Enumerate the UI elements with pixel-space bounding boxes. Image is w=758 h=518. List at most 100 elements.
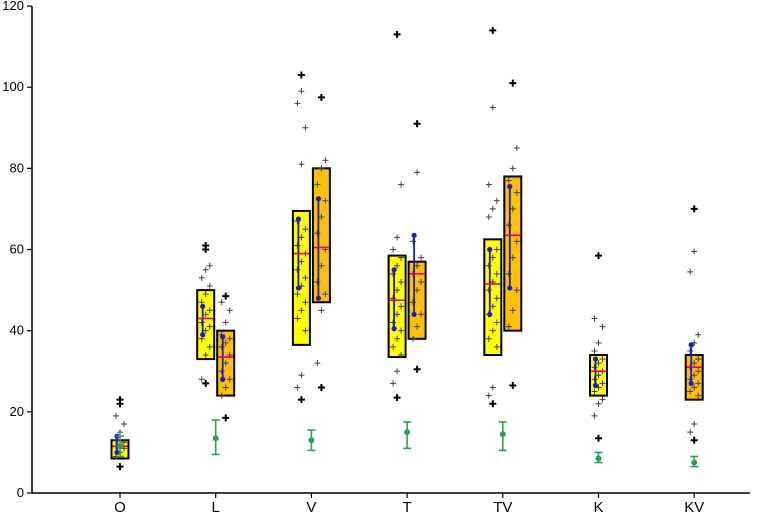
data-point [595,339,602,346]
ci-end [315,295,321,301]
data-point [493,270,500,277]
data-point [294,291,301,298]
data-point [485,287,492,294]
data-point [509,254,516,261]
data-point [591,347,598,354]
data-point [222,319,229,326]
ci-end [315,196,321,202]
box-K-light [589,252,608,442]
data-point [687,347,694,354]
ci-end [411,311,417,318]
data-point [302,274,309,281]
data-point [218,368,225,375]
y-tick-label: 60 [10,242,24,257]
error-bar-T [403,421,412,450]
data-point [206,343,213,350]
data-point [599,380,606,387]
box-V-dark [311,93,331,391]
data-point [314,230,321,237]
data-point [121,421,127,428]
data-point [489,384,496,391]
x-tick-label: T [403,499,412,516]
data-point [410,299,417,306]
data-point [390,246,397,253]
data-point [493,295,500,302]
ci-end [487,246,493,253]
data-point [294,315,301,322]
outlier-point [297,71,305,79]
outlier-point [393,394,401,402]
data-point [398,278,405,285]
outlier-point [317,383,325,391]
data-point [222,339,229,346]
outlier-point [202,379,210,387]
data-point [302,299,309,306]
data-point [418,278,425,285]
ci-end [688,380,694,387]
data-point [394,287,401,294]
data-point [226,307,233,314]
x-tick-label: V [306,499,316,516]
data-point [398,303,405,310]
data-point [505,177,512,184]
data-point [695,380,702,387]
box-O-light [110,396,130,471]
data-point [414,323,421,330]
data-point [202,266,209,273]
ci-end [391,326,397,332]
data-point [599,396,606,403]
data-point [318,262,325,269]
y-tick-label: 40 [10,323,24,338]
outlier-point [413,365,421,373]
data-point [390,343,397,350]
ci-end [411,232,417,238]
data-point [493,319,500,326]
data-point [314,278,321,285]
data-point [298,258,305,265]
box-L-dark [216,292,236,422]
ci-end [114,449,120,456]
ci-end [200,303,206,309]
data-point [695,331,702,338]
data-point [505,270,512,277]
box-V-light [291,71,311,404]
x-tick-label: L [212,499,220,516]
data-point [218,299,225,306]
error-bar-O [116,435,124,458]
outlier-point [489,400,497,408]
data-point [202,311,209,318]
data-point [513,287,520,294]
data-point [298,234,305,241]
data-point [691,372,698,379]
error-bar-TV [498,421,507,452]
data-point [206,283,213,290]
ci-end [295,285,301,291]
error-bar-mean [691,459,698,466]
data-point [691,248,698,255]
y-tick-label: 20 [10,404,24,419]
data-point [493,343,500,350]
data-point [509,307,516,314]
data-point [695,356,702,363]
data-point [509,165,516,172]
data-point [390,319,397,326]
x-tick-label: K [593,499,603,516]
data-point [206,262,213,269]
data-point [414,169,421,176]
data-point [318,214,325,221]
outlier-point [595,434,602,442]
ci-end [295,216,301,222]
data-point [485,335,492,342]
data-point [294,242,301,249]
data-point [314,181,321,188]
outlier-point [317,93,325,101]
data-point [410,335,417,342]
data-point [418,254,425,261]
data-point [414,287,421,294]
box-TV-light [483,26,503,408]
data-point [302,226,309,233]
data-point [513,189,520,196]
ci-end [507,183,513,190]
data-point [493,246,500,253]
data-point [113,412,119,419]
